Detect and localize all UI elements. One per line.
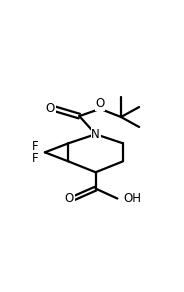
Text: N: N bbox=[91, 128, 100, 141]
Text: F: F bbox=[32, 152, 38, 165]
Text: OH: OH bbox=[124, 192, 142, 205]
Text: F: F bbox=[32, 140, 38, 152]
Text: O: O bbox=[65, 192, 74, 205]
Text: O: O bbox=[46, 102, 55, 115]
Text: O: O bbox=[95, 97, 105, 110]
